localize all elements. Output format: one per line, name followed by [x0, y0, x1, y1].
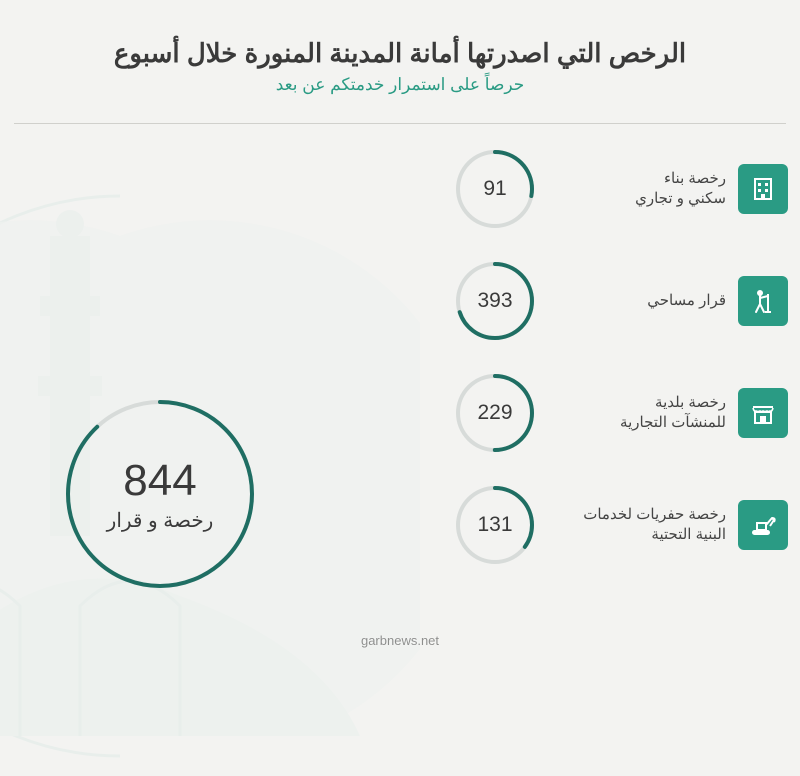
total-label: رخصة و قرار [107, 508, 214, 533]
stat-label: رخصة حفريات لخدماتالبنية التحتية [556, 505, 726, 546]
shop-icon [738, 388, 788, 438]
building-icon [738, 164, 788, 214]
items-list: رخصة بناءسكني و تجاري 91 قرار مساحي 393 رخصة… [454, 148, 726, 566]
watermark: garbnews.net [361, 633, 439, 648]
stat-item: رخصة بلديةللمنشآت التجارية 229 [454, 372, 726, 454]
content-area: 844 رخصة و قرار رخصة بناءسكني و تجاري 91 ق… [0, 124, 800, 644]
page-title: الرخص التي اصدرتها أمانة المدينة المنورة… [50, 38, 750, 69]
stat-ring: 229 [454, 372, 536, 454]
stat-label: رخصة بناءسكني و تجاري [556, 169, 726, 210]
page-subtitle: حرصاً على استمرار خدمتكم عن بعد [50, 75, 750, 95]
total-value: 844 [123, 456, 196, 506]
stat-value: 91 [454, 148, 536, 230]
header: الرخص التي اصدرتها أمانة المدينة المنورة… [0, 0, 800, 105]
stat-item: رخصة حفريات لخدماتالبنية التحتية 131 [454, 484, 726, 566]
stat-ring: 393 [454, 260, 536, 342]
total-ring: 844 رخصة و قرار [60, 394, 260, 594]
stat-label: رخصة بلديةللمنشآت التجارية [556, 393, 726, 434]
stat-label: قرار مساحي [556, 291, 726, 311]
stat-item: قرار مساحي 393 [454, 260, 726, 342]
stat-value: 393 [454, 260, 536, 342]
stat-item: رخصة بناءسكني و تجاري 91 [454, 148, 726, 230]
stat-ring: 91 [454, 148, 536, 230]
excavator-icon [738, 500, 788, 550]
stat-value: 229 [454, 372, 536, 454]
stat-ring: 131 [454, 484, 536, 566]
stat-value: 131 [454, 484, 536, 566]
surveyor-icon [738, 276, 788, 326]
